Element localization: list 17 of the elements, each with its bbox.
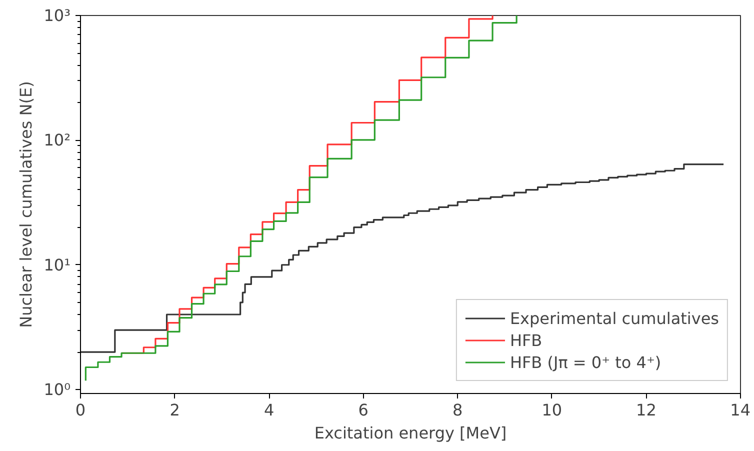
legend-label: Experimental cumulatives — [510, 308, 719, 328]
x-tick-label: 8 — [452, 400, 463, 420]
x-axis-title: Excitation energy [MeV] — [314, 424, 507, 442]
legend-label: HFB (Jπ = 0⁺ to 4⁺) — [510, 352, 662, 372]
y-tick-label: 10³ — [44, 6, 71, 25]
y-axis-title: Nuclear level cumulatives N(E) — [16, 81, 36, 328]
x-tick-label: 12 — [636, 400, 656, 420]
x-tick-label: 4 — [264, 400, 274, 420]
y-tick-label: 10² — [44, 130, 71, 150]
x-tick-label: 6 — [358, 400, 368, 420]
y-tick-label: 10¹ — [44, 255, 71, 274]
x-tick-label: 0 — [75, 400, 86, 420]
x-tick-label: 2 — [170, 400, 180, 420]
x-tick-label: 14 — [730, 400, 750, 420]
legend-label: HFB — [510, 330, 542, 350]
y-tick-label: 10⁰ — [44, 380, 71, 400]
x-tick-label: 10 — [542, 400, 562, 420]
